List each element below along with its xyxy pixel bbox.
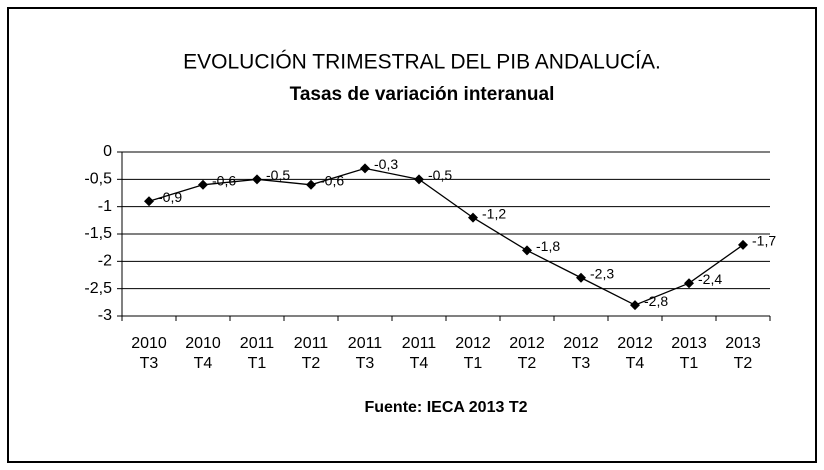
y-tick-label: -1 (98, 198, 112, 215)
chart-title: EVOLUCIÓN TRIMESTRAL DEL PIB ANDALUCÍA. (183, 51, 661, 74)
data-marker (198, 179, 208, 190)
data-label: -2,4 (698, 271, 722, 287)
chart-border (7, 7, 817, 463)
data-label: -1,2 (482, 205, 506, 221)
data-label: -1,7 (752, 233, 776, 249)
data-marker (144, 196, 154, 207)
data-marker (414, 174, 424, 185)
x-tick-label: 2013 T1 (671, 335, 707, 372)
data-label: -0,6 (320, 173, 344, 189)
x-tick-label: 2011 T1 (239, 335, 275, 372)
x-tick-label: 2013 T2 (725, 335, 761, 372)
y-tick-label: 0 (103, 143, 112, 160)
data-marker (252, 174, 262, 185)
y-tick-label: -2 (98, 253, 112, 270)
x-tick-label: 2010 T4 (185, 335, 221, 372)
y-tick-label: -3 (98, 307, 112, 324)
data-label: -1,8 (536, 238, 560, 254)
data-marker (306, 179, 316, 190)
x-tick-label: 2012 T4 (617, 335, 653, 372)
y-tick-label: -1,5 (84, 225, 112, 242)
y-tick-label: -0,5 (84, 171, 112, 188)
x-tick-label: 2012 T1 (455, 335, 491, 372)
data-marker (576, 272, 586, 283)
x-tick-label: 2011 T3 (347, 335, 383, 372)
data-label: -2,3 (590, 265, 614, 281)
data-label: -0,9 (158, 189, 182, 205)
data-label: -0,5 (266, 167, 290, 183)
data-label: -0,5 (428, 167, 452, 183)
data-marker (684, 278, 694, 289)
y-tick-label: -2,5 (84, 280, 112, 297)
x-tick-label: 2011 T2 (293, 335, 329, 372)
data-marker (738, 239, 748, 250)
chart-subtitle: Tasas de variación interanual (290, 84, 555, 105)
data-marker (468, 212, 478, 223)
data-label: -0,3 (374, 156, 398, 172)
x-tick-label: 2012 T2 (509, 335, 545, 372)
data-marker (360, 163, 370, 174)
data-label: -0,6 (212, 173, 236, 189)
x-tick-label: 2011 T4 (401, 335, 437, 372)
data-marker (522, 245, 532, 256)
x-tick-label: 2010 T3 (131, 335, 167, 372)
data-marker (630, 300, 640, 311)
x-tick-label: 2012 T3 (563, 335, 599, 372)
data-label: -2,8 (644, 293, 668, 309)
data-line (148, 167, 744, 306)
source-note: Fuente: IECA 2013 T2 (364, 399, 527, 416)
